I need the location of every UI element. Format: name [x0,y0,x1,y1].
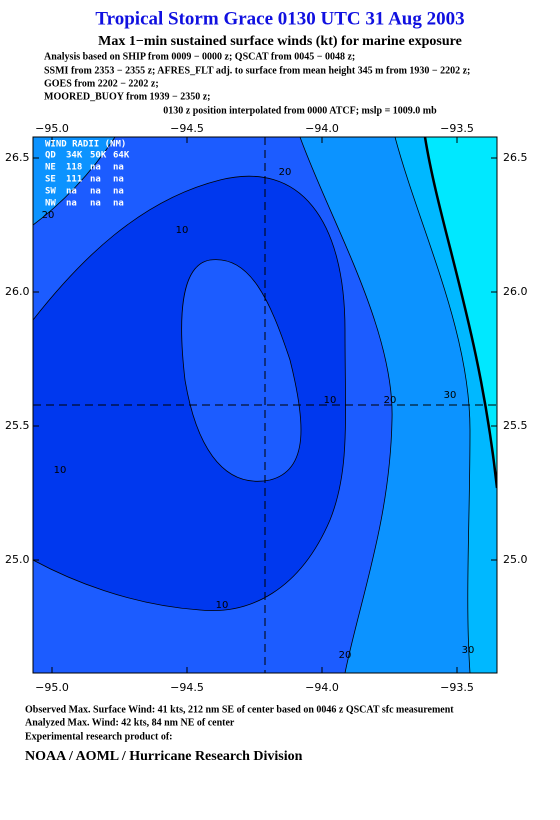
wind-radii-title: WIND RADII (NM) [45,140,126,150]
wind-radii-cell: 34K [66,151,83,161]
contour-label: 20 [339,650,352,661]
wind-radii-cell: NE [45,163,56,173]
wind-radii-cell: na [90,187,101,197]
contour-label: 30 [462,645,475,656]
wind-radii-cell: 111 [66,175,82,185]
wind-radii-cell: na [66,199,77,209]
wind-radii-cell: na [90,163,101,173]
wind-radii-cell: na [66,187,77,197]
wind-radii-cell: 64K [113,151,130,161]
contour-label: 10 [216,600,229,611]
lon-label: −94.5 [170,681,204,694]
lat-label: 26.0 [5,285,30,298]
lon-label: −95.0 [35,122,69,135]
contour-label: 20 [42,210,55,221]
wind-radii-cell: SE [45,175,56,185]
wind-radii-cell: na [113,175,124,185]
lat-label: 26.0 [503,285,528,298]
wind-radii-cell: na [90,175,101,185]
wind-radii-cell: na [113,199,124,209]
wind-radii-cell: na [90,199,101,209]
title: Tropical Storm Grace 0130 UTC 31 Aug 200… [95,8,464,29]
analysis-line: GOES from 2202 − 2202 z; [44,78,159,89]
analysis-line: SSMI from 2353 − 2355 z; AFRES_FLT adj. … [44,65,470,76]
map-frame [32,136,498,674]
analysis-line: Analysis based on SHIP from 0009 − 0000 … [44,51,355,62]
wind-radii-cell: QD [45,151,56,161]
lon-label: −93.5 [440,681,474,694]
lat-label: 25.5 [5,419,30,432]
lat-label: 26.5 [5,151,30,164]
wind-radii-cell: na [113,187,124,197]
lon-label: −94.5 [170,122,204,135]
lon-label: −94.0 [305,681,339,694]
wind-radii-cell: 118 [66,163,82,173]
footer-line: Analyzed Max. Wind: 42 kts, 84 nm NE of … [25,717,235,728]
lon-label: −94.0 [305,122,339,135]
footer-line: Experimental research product of: [25,731,172,742]
contour-label: 20 [279,167,292,178]
lat-label: 26.5 [503,151,528,164]
lat-label: 25.0 [503,553,528,566]
wind-radii-cell: SW [45,187,56,197]
wind-radii-cell: na [113,163,124,173]
wind-radii-cell: 50K [90,151,107,161]
contour-label: 10 [176,225,189,236]
analysis-line: MOORED_BUOY from 1939 − 2350 z; [44,91,211,102]
contour-label: 20 [384,395,397,406]
lat-label: 25.0 [5,553,30,566]
wind-radii-cell: NW [45,199,56,209]
subtitle: Max 1−min sustained surface winds (kt) f… [98,34,462,49]
contour-label: 30 [444,390,457,401]
organization: NOAA / AOML / Hurricane Research Divisio… [25,749,303,764]
position-note: 0130 z position interpolated from 0000 A… [163,105,437,116]
lon-label: −93.5 [440,122,474,135]
lon-label: −95.0 [35,681,69,694]
contour-label: 10 [324,395,337,406]
footer-line: Observed Max. Surface Wind: 41 kts, 212 … [25,704,454,715]
lat-label: 25.5 [503,419,528,432]
contour-label: 10 [54,465,67,476]
